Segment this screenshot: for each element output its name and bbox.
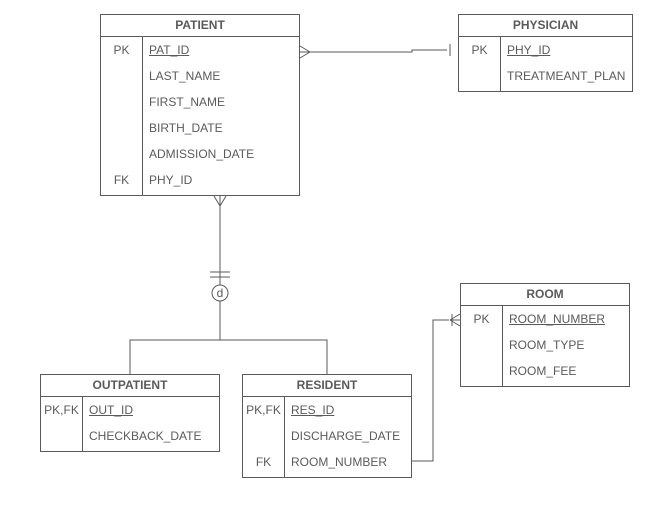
key-cell: PK,FK xyxy=(41,397,82,423)
attr-cell: ROOM_NUMBER xyxy=(285,449,411,475)
key-cell xyxy=(101,63,142,89)
attr-column: PAT_IDLAST_NAMEFIRST_NAMEBIRTH_DATEADMIS… xyxy=(143,37,299,195)
entity-room: ROOM PK ROOM_NUMBERROOM_TYPEROOM_FEE xyxy=(460,283,630,387)
key-cell: FK xyxy=(101,167,142,193)
entity-title: ROOM xyxy=(461,284,629,306)
key-cell xyxy=(459,63,500,89)
entity-body: PK PHY_IDTREATMEANT_PLAN xyxy=(459,37,632,91)
key-cell: PK xyxy=(459,37,500,63)
key-cell xyxy=(101,115,142,141)
attr-cell: PAT_ID xyxy=(143,37,299,63)
entity-body: PK,FK OUT_IDCHECKBACK_DATE xyxy=(41,397,219,451)
attr-cell: OUT_ID xyxy=(83,397,219,423)
attr-column: ROOM_NUMBERROOM_TYPEROOM_FEE xyxy=(503,306,629,386)
entity-outpatient: OUTPATIENT PK,FK OUT_IDCHECKBACK_DATE xyxy=(40,374,220,452)
entity-patient: PATIENT PK FK PAT_IDLAST_NAMEFIRST_NAMEBI… xyxy=(100,14,300,196)
isa-circle xyxy=(212,285,228,301)
attr-cell: ROOM_TYPE xyxy=(503,332,629,358)
key-cell xyxy=(101,89,142,115)
key-column: PK xyxy=(459,37,501,91)
key-column: PK xyxy=(461,306,503,386)
attr-cell: BIRTH_DATE xyxy=(143,115,299,141)
attr-column: PHY_IDTREATMEANT_PLAN xyxy=(501,37,632,91)
key-cell: PK xyxy=(461,306,502,332)
attr-cell: RES_ID xyxy=(285,397,411,423)
key-column: PK,FK FK xyxy=(243,397,285,477)
crowfoot-room-left xyxy=(450,314,460,320)
attr-cell: CHECKBACK_DATE xyxy=(83,423,219,449)
crowfoot-patient-bottom xyxy=(220,196,226,206)
entity-body: PK FK PAT_IDLAST_NAMEFIRST_NAMEBIRTH_DATE… xyxy=(101,37,299,195)
entity-body: PK,FK FK RES_IDDISCHARGE_DATEROOM_NUMBER xyxy=(243,397,411,477)
key-cell xyxy=(461,332,502,358)
attr-cell: TREATMEANT_PLAN xyxy=(501,63,632,89)
attr-cell: PHY_ID xyxy=(143,167,299,193)
attr-cell: ROOM_NUMBER xyxy=(503,306,629,332)
attr-cell: FIRST_NAME xyxy=(143,89,299,115)
attr-cell: ROOM_FEE xyxy=(503,358,629,384)
entity-title: PATIENT xyxy=(101,15,299,37)
attr-cell: LAST_NAME xyxy=(143,63,299,89)
key-cell xyxy=(41,423,82,449)
connector-resident-room xyxy=(412,320,449,461)
crowfoot-patient-right xyxy=(300,46,310,52)
key-cell xyxy=(243,423,284,449)
entity-resident: RESIDENT PK,FK FK RES_IDDISCHARGE_DATEROO… xyxy=(242,374,412,478)
key-column: PK FK xyxy=(101,37,143,195)
key-cell: PK xyxy=(101,37,142,63)
key-cell xyxy=(101,141,142,167)
attr-column: RES_IDDISCHARGE_DATEROOM_NUMBER xyxy=(285,397,411,477)
connector-isa-outpatient xyxy=(130,301,220,374)
entity-physician: PHYSICIAN PK PHY_IDTREATMEANT_PLAN xyxy=(458,14,633,92)
crowfoot-room-left xyxy=(450,320,460,326)
crowfoot-patient-right xyxy=(300,52,310,58)
connector-patient-physician xyxy=(300,50,447,52)
connector-isa-resident xyxy=(220,301,327,374)
entity-body: PK ROOM_NUMBERROOM_TYPEROOM_FEE xyxy=(461,306,629,386)
entity-title: RESIDENT xyxy=(243,375,411,397)
entity-title: OUTPATIENT xyxy=(41,375,219,397)
attr-cell: PHY_ID xyxy=(501,37,632,63)
key-column: PK,FK xyxy=(41,397,83,451)
attr-cell: DISCHARGE_DATE xyxy=(285,423,411,449)
key-cell xyxy=(461,358,502,384)
isa-label: d xyxy=(217,286,224,300)
entity-title: PHYSICIAN xyxy=(459,15,632,37)
key-cell: PK,FK xyxy=(243,397,284,423)
crowfoot-patient-bottom xyxy=(214,196,220,206)
er-diagram-canvas: d PATIENT PK FK PAT_IDLAST_NAMEFIRST_NAME… xyxy=(0,0,651,511)
attr-cell: ADMISSION_DATE xyxy=(143,141,299,167)
key-cell: FK xyxy=(243,449,284,475)
attr-column: OUT_IDCHECKBACK_DATE xyxy=(83,397,219,451)
